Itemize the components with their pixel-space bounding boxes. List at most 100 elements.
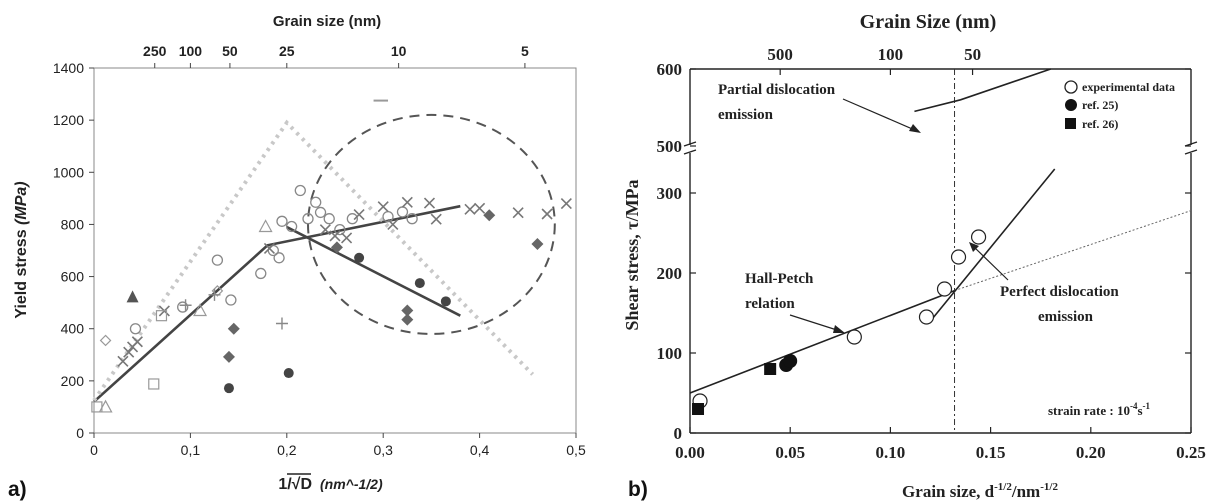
- y-tick-label-a: 200: [61, 373, 85, 389]
- top-tick-label-a: 50: [222, 43, 238, 59]
- legend-marker-ref26: [1065, 118, 1076, 129]
- panel-b: Grain Size (nm) 0 100 200 300 500 600 0.00 0.05…: [622, 11, 1206, 501]
- data-point-square: [155, 310, 168, 322]
- chart-title-b: Grain Size (nm): [860, 11, 997, 33]
- data-point-circle: [396, 206, 409, 218]
- top-tick-label-a: 5: [521, 43, 529, 59]
- data-point-circle: [323, 213, 335, 225]
- data-point-circle: [255, 267, 267, 280]
- data-point-circle: [406, 213, 418, 225]
- data-point-dark-diamond: [330, 241, 343, 254]
- legend-marker-experimental: [1064, 80, 1078, 94]
- data-point-plus: [179, 299, 192, 312]
- x-axis-label-b: Grain size, d-1/2/nm-1/2: [902, 481, 1058, 501]
- x-tick-label-b: 0.25: [1176, 443, 1206, 462]
- top-axis-title-a: Grain size (nm): [273, 13, 381, 30]
- data-point-dark-dot: [414, 278, 425, 289]
- y-tick-label-a: 800: [61, 216, 85, 232]
- data-point-experimental: [936, 281, 953, 297]
- data-points-b: [692, 229, 987, 415]
- data-point-circle: [334, 223, 346, 236]
- data-point-square: [91, 401, 103, 413]
- data-point-cross: [541, 208, 553, 220]
- fit-line-dotted-a: [92, 119, 535, 402]
- data-point-experimental: [970, 229, 987, 245]
- data-point-circle: [302, 213, 314, 225]
- y-tick-label-a: 1000: [53, 164, 84, 180]
- data-point-circle: [129, 323, 142, 335]
- x-tick-label-a: 0: [90, 442, 98, 458]
- data-point-cross: [123, 346, 135, 358]
- data-point-triangle: [258, 219, 273, 233]
- y-tick-label-b: 500: [657, 137, 683, 156]
- data-point-circle: [211, 254, 224, 266]
- legend-b: experimental data ref. 25) ref. 26): [1064, 80, 1175, 131]
- x-tick-label-a: 0,4: [470, 442, 490, 458]
- fit-lines-a: [92, 113, 556, 403]
- data-point-cross: [430, 213, 442, 225]
- data-point-cross: [131, 336, 143, 348]
- dashed-ellipse: [307, 113, 556, 335]
- data-point-experimental: [950, 249, 967, 265]
- data-point-circle: [273, 252, 285, 264]
- x-tick-label-a: 0,2: [277, 442, 297, 458]
- data-point-diamond: [99, 334, 112, 347]
- x-tick-label-a: 0,5: [566, 442, 586, 458]
- data-point-dark-diamond: [531, 237, 544, 250]
- top-axis-a: 250 100 50 25 10 5: [143, 43, 529, 68]
- y-tick-label-a: 600: [61, 269, 85, 285]
- fit-line-b: [929, 168, 1056, 322]
- data-point-dark-diamond: [222, 350, 235, 363]
- data-point-cross: [353, 208, 365, 221]
- data-point-plus: [208, 288, 221, 301]
- tick-labels-b: 0 100 200 300 500 600 0.00 0.05 0.10 0.15 0.20 0.25…: [657, 45, 1206, 462]
- legend-label-ref26: ref. 26): [1082, 117, 1118, 131]
- y-tick-label-a: 1400: [53, 60, 84, 76]
- data-point-circle: [285, 220, 298, 233]
- data-point-dark-dot: [354, 252, 365, 263]
- y-axis-label-a: Yield stress (MPa): [13, 181, 30, 318]
- x-tick-label-b: 0.00: [675, 443, 705, 462]
- data-point-circle: [225, 294, 237, 306]
- axis-ticks-b: [689, 68, 1192, 434]
- axis-break-marks: [683, 141, 1198, 155]
- top-tick-label-a: 250: [143, 43, 167, 59]
- data-points-a: [91, 99, 572, 413]
- x-tick-label-b: 0.10: [876, 443, 906, 462]
- data-point-dark-dot: [440, 296, 451, 307]
- data-point-circle: [276, 215, 288, 227]
- data-point-ref25: [783, 354, 798, 368]
- top-tick-label-a: 10: [391, 43, 407, 59]
- x-axis-label-a: 1/√D: [278, 476, 312, 493]
- fit-line-b: [689, 289, 955, 394]
- top-tick-label-b: 50: [964, 45, 981, 64]
- data-point-cross: [263, 242, 276, 254]
- annotation-perfect-dislocation: Perfect dislocation emission: [1000, 284, 1122, 325]
- legend-label-experimental: experimental data: [1082, 80, 1175, 94]
- panel-label-b: b): [628, 478, 648, 501]
- plot-area-frame-b: [689, 68, 1192, 434]
- data-point-experimental: [918, 309, 935, 325]
- legend-label-ref25: ref. 25): [1082, 98, 1118, 112]
- data-point-dark-diamond: [401, 304, 414, 317]
- data-point-circle: [294, 184, 306, 197]
- x-tick-label-a: 0,1: [181, 442, 201, 458]
- y-axis-ticks-a: [89, 67, 577, 438]
- y-tick-label-b: 0: [674, 424, 683, 443]
- arrow-hall-petch: [789, 314, 845, 333]
- arrow-perfect: [969, 242, 1009, 281]
- y-tick-label-a: 1200: [53, 112, 84, 128]
- panel-a: 0 200 400 600 800 1000 1200 1400 0 0,1 0,2 0,3 0,4 0,…: [8, 13, 586, 501]
- top-tick-label-b: 500: [767, 45, 793, 64]
- data-point-plus: [275, 317, 288, 330]
- data-point-ref26: [692, 403, 705, 415]
- annotation-strain-rate: strain rate : 10-4s-1: [1048, 401, 1151, 418]
- y-axis-label-b: Shear stress, τ/MPa: [622, 179, 642, 330]
- data-point-circle: [314, 206, 327, 219]
- data-point-square: [148, 378, 160, 390]
- data-point-triangle: [193, 303, 208, 317]
- fit-line-solid-a: [93, 204, 461, 403]
- data-point-cross: [474, 202, 486, 214]
- data-point-dark-diamond: [227, 322, 240, 335]
